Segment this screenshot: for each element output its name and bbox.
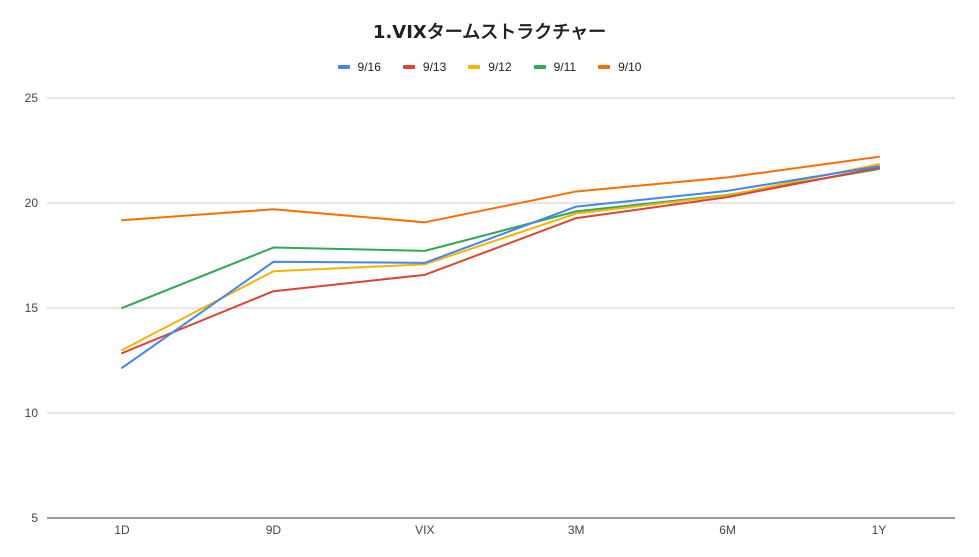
- chart-title: 1.VIXタームストラクチャー: [372, 22, 607, 43]
- legend-label: 9/12: [488, 60, 512, 74]
- series-line-9-10: [121, 155, 880, 224]
- y-tick-label: 5: [31, 511, 38, 525]
- legend-item[interactable]: 9/11: [533, 60, 577, 74]
- x-tick-label: VIX: [415, 523, 434, 537]
- legend-item[interactable]: 9/13: [402, 60, 447, 74]
- x-tick-label: 1D: [114, 523, 130, 537]
- series-line-9-13: [121, 166, 880, 355]
- series-line-9-12: [121, 163, 880, 351]
- legend-swatch: [533, 65, 546, 69]
- y-tick-label: 20: [25, 196, 39, 210]
- legend-swatch: [337, 65, 350, 69]
- legend-swatch: [598, 65, 611, 69]
- x-tick-label: 6M: [719, 523, 736, 537]
- chart-legend: 9/16 9/13 9/12 9/11 9/10: [0, 60, 979, 74]
- y-tick-label: 15: [25, 301, 39, 315]
- legend-swatch: [468, 65, 481, 69]
- legend-label: 9/16: [357, 60, 381, 74]
- legend-item[interactable]: 9/16: [337, 60, 381, 74]
- series-line-9-16: [121, 165, 880, 369]
- legend-swatch: [402, 65, 415, 69]
- legend-label: 9/11: [553, 60, 577, 74]
- legend-item[interactable]: 9/10: [598, 60, 641, 74]
- y-tick-label: 10: [25, 406, 39, 420]
- x-tick-label: 9D: [266, 523, 282, 537]
- x-tick-label: 3M: [568, 523, 585, 537]
- legend-label: 9/10: [618, 60, 642, 74]
- legend-label: 9/13: [422, 60, 447, 74]
- y-tick-label: 25: [25, 91, 39, 105]
- x-tick-label: 1Y: [872, 523, 887, 537]
- legend-item[interactable]: 9/12: [468, 60, 512, 74]
